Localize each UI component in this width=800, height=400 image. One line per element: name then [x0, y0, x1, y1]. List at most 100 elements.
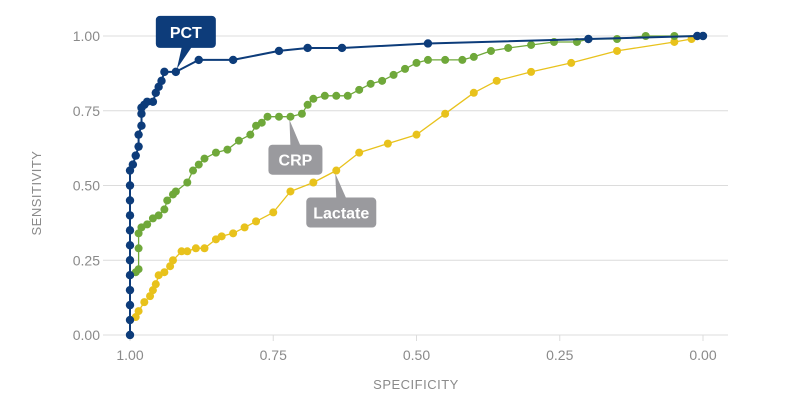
data-point-crp	[401, 64, 410, 73]
data-point-crp	[343, 91, 352, 100]
data-point-crp	[355, 85, 364, 94]
data-point-lactate	[229, 229, 238, 238]
data-point-crp	[257, 118, 266, 127]
series-line-crp	[129, 35, 703, 276]
annotations-layer: PCT CRP Lactate	[155, 15, 377, 228]
callout-lactate: Lactate	[306, 173, 377, 228]
data-point-pct	[131, 151, 140, 160]
data-point-pct	[148, 97, 158, 106]
series-layer	[125, 31, 708, 340]
data-point-pct	[137, 121, 146, 130]
y-tick-label: 1.00	[73, 28, 100, 44]
x-tick-label: 1.00	[116, 347, 143, 363]
data-point-pct	[337, 43, 347, 53]
data-point-crp	[234, 136, 243, 145]
data-point-pct	[125, 196, 135, 205]
data-point-crp	[486, 46, 495, 55]
data-point-pct	[125, 300, 135, 310]
data-point-lactate	[217, 232, 226, 241]
data-point-pct	[134, 130, 143, 139]
data-point-pct	[125, 181, 135, 190]
y-tick-label: 0.25	[73, 252, 100, 268]
data-point-crp	[641, 32, 650, 40]
data-point-lactate	[191, 244, 200, 253]
data-point-lactate	[177, 247, 186, 256]
data-point-lactate	[332, 166, 341, 175]
data-point-lactate	[140, 298, 149, 307]
data-point-lactate	[269, 208, 278, 217]
data-point-crp	[154, 211, 163, 220]
series-line-lactate	[129, 35, 704, 321]
series-lactate	[126, 32, 707, 325]
data-point-pct	[125, 226, 135, 235]
callout-pointer	[335, 173, 347, 199]
data-point-crp	[134, 265, 143, 274]
data-point-crp	[211, 148, 220, 157]
data-point-pct	[584, 34, 593, 44]
data-point-crp	[366, 79, 375, 88]
series-crp	[126, 32, 707, 280]
data-point-crp	[320, 91, 329, 100]
data-point-lactate	[670, 37, 679, 46]
callout-label: CRP	[279, 153, 313, 170]
callout-pointer	[289, 119, 301, 146]
data-point-crp	[458, 55, 467, 64]
callout-pct: PCT	[155, 15, 216, 69]
data-point-crp	[389, 70, 398, 79]
data-point-pct	[423, 39, 433, 48]
data-point-crp	[412, 58, 421, 67]
data-point-crp	[303, 100, 312, 109]
data-point-pct	[125, 330, 135, 340]
data-point-crp	[423, 55, 432, 64]
data-point-lactate	[286, 187, 295, 196]
series-pct	[125, 31, 708, 340]
data-point-lactate	[183, 247, 192, 256]
data-point-pct	[125, 211, 135, 220]
y-tick-label: 0.50	[73, 178, 100, 194]
y-axis-ticks: 0.00 0.25 0.50 0.75 1.00	[73, 28, 100, 343]
callout-box	[306, 197, 377, 228]
data-point-pct	[160, 67, 169, 77]
data-point-lactate	[412, 130, 421, 139]
data-point-lactate	[252, 217, 261, 226]
data-point-crp	[297, 109, 306, 118]
callout-label: Lactate	[313, 206, 369, 223]
data-point-crp	[134, 244, 143, 253]
data-point-lactate	[441, 109, 450, 118]
data-point-crp	[143, 220, 152, 229]
data-point-crp	[332, 91, 341, 100]
x-tick-label: 0.75	[260, 347, 287, 363]
data-point-lactate	[148, 286, 157, 295]
data-point-pct	[194, 55, 203, 65]
data-point-crp	[378, 76, 387, 85]
data-point-pct	[134, 142, 143, 151]
grid-lines	[103, 35, 728, 336]
y-tick-label: 0.75	[73, 103, 100, 119]
data-point-lactate	[567, 58, 576, 67]
data-point-crp	[246, 130, 255, 139]
data-point-lactate	[309, 178, 318, 187]
x-tick-label: 0.25	[546, 347, 573, 363]
callout-crp: CRP	[268, 119, 323, 175]
data-point-lactate	[166, 262, 175, 271]
data-point-crp	[183, 178, 192, 187]
data-point-pct	[228, 55, 238, 65]
callout-box	[155, 15, 216, 48]
data-point-lactate	[240, 223, 249, 232]
data-point-lactate	[146, 292, 155, 301]
data-point-lactate	[168, 256, 177, 265]
x-axis-ticks: 1.00 0.75 0.50 0.25 0.00	[116, 335, 717, 363]
data-point-crp	[223, 145, 232, 154]
data-point-pct	[125, 315, 135, 325]
data-point-lactate	[469, 88, 478, 97]
data-point-crp	[163, 196, 172, 205]
y-axis-title: SENSITIVITY	[29, 151, 44, 236]
data-point-lactate	[355, 148, 364, 157]
data-point-crp	[504, 43, 513, 52]
data-point-pct	[125, 285, 135, 295]
data-point-lactate	[383, 139, 392, 148]
data-point-crp	[160, 205, 169, 214]
data-point-crp	[527, 40, 536, 49]
data-point-crp	[309, 94, 318, 103]
